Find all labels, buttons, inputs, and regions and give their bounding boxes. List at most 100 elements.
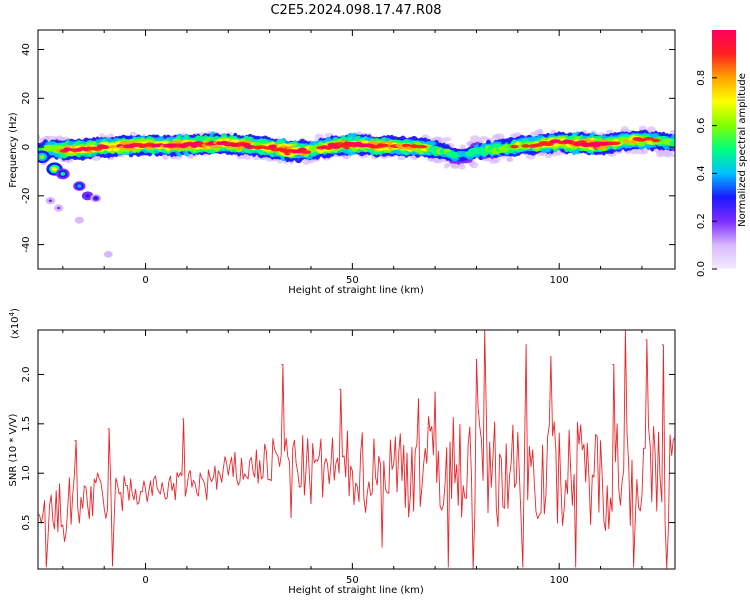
snr-scale-exp: 4 <box>8 311 16 316</box>
snr-peak-point <box>475 359 478 361</box>
spectrogram-halo-cell <box>641 147 649 155</box>
spectrogram-blob <box>106 253 110 256</box>
snr-peak-point <box>661 344 664 346</box>
snr-peak-point <box>182 418 184 420</box>
spectrogram-ridge-cell <box>244 145 256 150</box>
colorbar-label: Normalized spectral amplitude <box>737 73 748 227</box>
colorbar-ticks: 0.0 0.2 0.4 0.6 0.8 <box>696 70 717 277</box>
snr-peak-point <box>339 388 341 390</box>
snr-ytick-label: 1.0 <box>21 465 32 481</box>
spectrogram-blob <box>57 206 61 210</box>
spectrogram-ytick-label: -20 <box>21 188 32 204</box>
spectrogram-halo-cell <box>671 153 675 158</box>
spectrogram-panel: 0 50 100 -40 -20 0 20 40 Height of straight lin… <box>8 29 676 296</box>
spectrogram-ytick-label: 0 <box>21 144 32 150</box>
spectrogram-halo-cell <box>479 136 489 141</box>
spectrogram-ridge-cell <box>330 144 341 149</box>
snr-ticks: 0 50 100 0.5 1.0 1.5 2.0 <box>21 330 675 586</box>
spectrogram-ridge-cell <box>669 140 675 147</box>
spectrogram-blob <box>48 199 53 203</box>
snr-scale-note: (x104) <box>8 308 21 339</box>
spectrogram-ridge-cell <box>629 139 638 144</box>
spectrogram-ridge-cell <box>108 145 117 149</box>
snr-peak-point <box>107 428 109 430</box>
spectrogram-ridge-cell <box>100 145 110 150</box>
spectrogram-ridge-cell <box>63 147 73 152</box>
snr-peak-point <box>74 440 76 442</box>
snr-peak-point <box>550 356 552 358</box>
spectrogram-halo-cell <box>494 133 505 140</box>
colorbar-tick-label: 0.2 <box>696 213 707 229</box>
spectrogram-halo-cell <box>397 155 406 161</box>
spectrogram-ridge-cell <box>642 137 655 141</box>
snr-xtick-label: 0 <box>142 575 148 586</box>
spectrogram-halo-cell <box>489 159 498 164</box>
snr-xtick-label: 100 <box>550 575 569 586</box>
spectrogram-blob <box>39 154 45 160</box>
spectrogram-ridge-cell <box>622 139 630 143</box>
spectrogram-xlabel: Height of straight line (km) <box>288 285 424 296</box>
colorbar-tick-label: 0.8 <box>696 70 707 86</box>
snr-ytick-label: 1.5 <box>21 416 32 432</box>
spectrogram-ridge-cell <box>379 143 389 148</box>
snr-ytick-label: 2.0 <box>21 366 32 382</box>
spectrogram-blob <box>94 196 98 200</box>
spectrogram-ylabel: Frequency (Hz) <box>8 112 19 188</box>
spectrogram-ridge-cell <box>324 146 333 150</box>
snr-ytick-label: 0.5 <box>21 515 32 531</box>
snr-scale-close: ) <box>10 308 21 312</box>
spectrogram-xtick-label: 100 <box>550 275 569 286</box>
figure-title: C2E5.2024.098.17.47.R08 <box>270 3 441 18</box>
spectrogram-ticks: 0 50 100 -40 -20 0 20 40 <box>21 30 675 286</box>
snr-peak-point <box>645 339 647 341</box>
snr-frame <box>37 329 676 570</box>
snr-line-group <box>38 330 675 569</box>
snr-panel: 0 50 100 0.5 1.0 1.5 2.0 Height of straight li… <box>8 308 676 596</box>
colorbar-tick-label: 0.4 <box>696 165 707 181</box>
spectrogram-ridge-cell <box>415 144 428 149</box>
spectrogram-xtick-label: 0 <box>142 275 148 286</box>
snr-xlabel: Height of straight line (km) <box>288 585 424 596</box>
spectrogram-ridge-cell <box>509 144 520 149</box>
spectrogram-ytick-label: 40 <box>21 43 32 56</box>
snr-series-line <box>38 330 675 569</box>
spectrogram-blob <box>60 171 66 176</box>
spectrogram-xtick-label: 50 <box>346 275 359 286</box>
snr-xtick-label: 50 <box>346 575 359 586</box>
spectrogram-frame <box>37 29 676 270</box>
spectrogram-halo-cell <box>469 161 479 169</box>
spectrogram-blob <box>77 184 82 188</box>
snr-peak-point <box>434 391 436 393</box>
spectrogram-halo-cell <box>537 128 544 136</box>
spectrogram-ridge-cell <box>268 144 277 149</box>
spectrogram-ytick-label: 20 <box>21 92 32 105</box>
spectrogram-halo-cell <box>442 137 452 142</box>
colorbar-tick-label: 0.0 <box>696 261 707 277</box>
spectrogram-halo-cell <box>506 157 514 163</box>
spectrogram-ytick-label: -40 <box>21 236 32 252</box>
colorbar-gradient <box>712 30 736 269</box>
spectrogram-blob <box>85 194 90 198</box>
spectrogram-ridge-cell <box>300 150 312 154</box>
spectrogram-halo-cell <box>38 134 41 141</box>
spectrogram-ridge-cell <box>521 144 530 148</box>
snr-peak-point <box>417 398 420 400</box>
spectrogram-blob <box>51 166 58 172</box>
snr-peak-point <box>612 363 614 366</box>
spectrogram-halo-cell <box>544 152 553 159</box>
colorbar: 0.0 0.2 0.4 0.6 0.8 Normalized spectral ampl… <box>696 30 748 277</box>
spectrogram-halo-cell <box>459 144 466 149</box>
colorbar-tick-label: 0.6 <box>696 118 707 134</box>
spectrogram-ridge-cell <box>609 141 621 146</box>
snr-peak-point <box>281 363 283 366</box>
snr-ylabel: SNR (10 * V/V) <box>8 413 19 486</box>
spectrogram-halo-cell <box>433 159 443 164</box>
snr-peak-point <box>525 344 527 346</box>
spectrogram-ridge-cell <box>651 138 661 143</box>
spectrogram-halo-cell <box>647 126 656 134</box>
spectrogram-halo-cell <box>606 129 614 134</box>
spectrogram-heatmap <box>38 125 675 258</box>
snr-scale-prefix: (x10 <box>10 316 21 339</box>
